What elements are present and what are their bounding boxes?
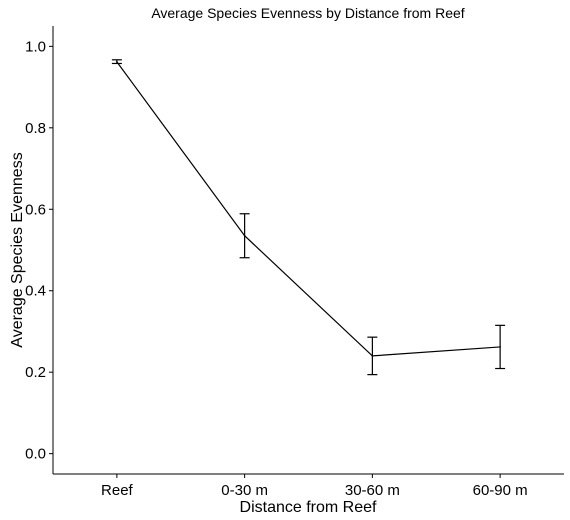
x-tick-label: 60-90 m <box>473 482 528 499</box>
series-group <box>111 59 506 376</box>
y-tick-label: 0.8 <box>25 120 46 137</box>
data-point <box>243 234 246 237</box>
x-axis-ticks: Reef 0-30 m 30-60 m 60-90 m <box>101 474 528 499</box>
x-tick-label: Reef <box>101 482 134 499</box>
chart-title: Average Species Evenness by Distance fro… <box>151 5 464 21</box>
data-point <box>499 346 501 348</box>
y-tick-label: 0.4 <box>25 283 46 300</box>
y-tick-label: 0.6 <box>25 201 46 218</box>
x-tick-label: 30-60 m <box>345 482 400 499</box>
data-point <box>371 355 374 357</box>
x-axis-title: Distance from Reef <box>240 499 377 516</box>
series-line <box>116 61 501 357</box>
data-point <box>116 61 118 63</box>
y-tick-label: 0.2 <box>25 364 46 381</box>
y-tick-label: 1.0 <box>25 38 46 55</box>
y-axis-title: Average Species Evenness <box>9 152 26 347</box>
y-axis-ticks: 0.0 0.2 0.4 0.6 0.8 1.0 <box>25 38 53 463</box>
x-tick-label: 0-30 m <box>221 482 268 499</box>
y-tick-label: 0.0 <box>25 446 46 463</box>
